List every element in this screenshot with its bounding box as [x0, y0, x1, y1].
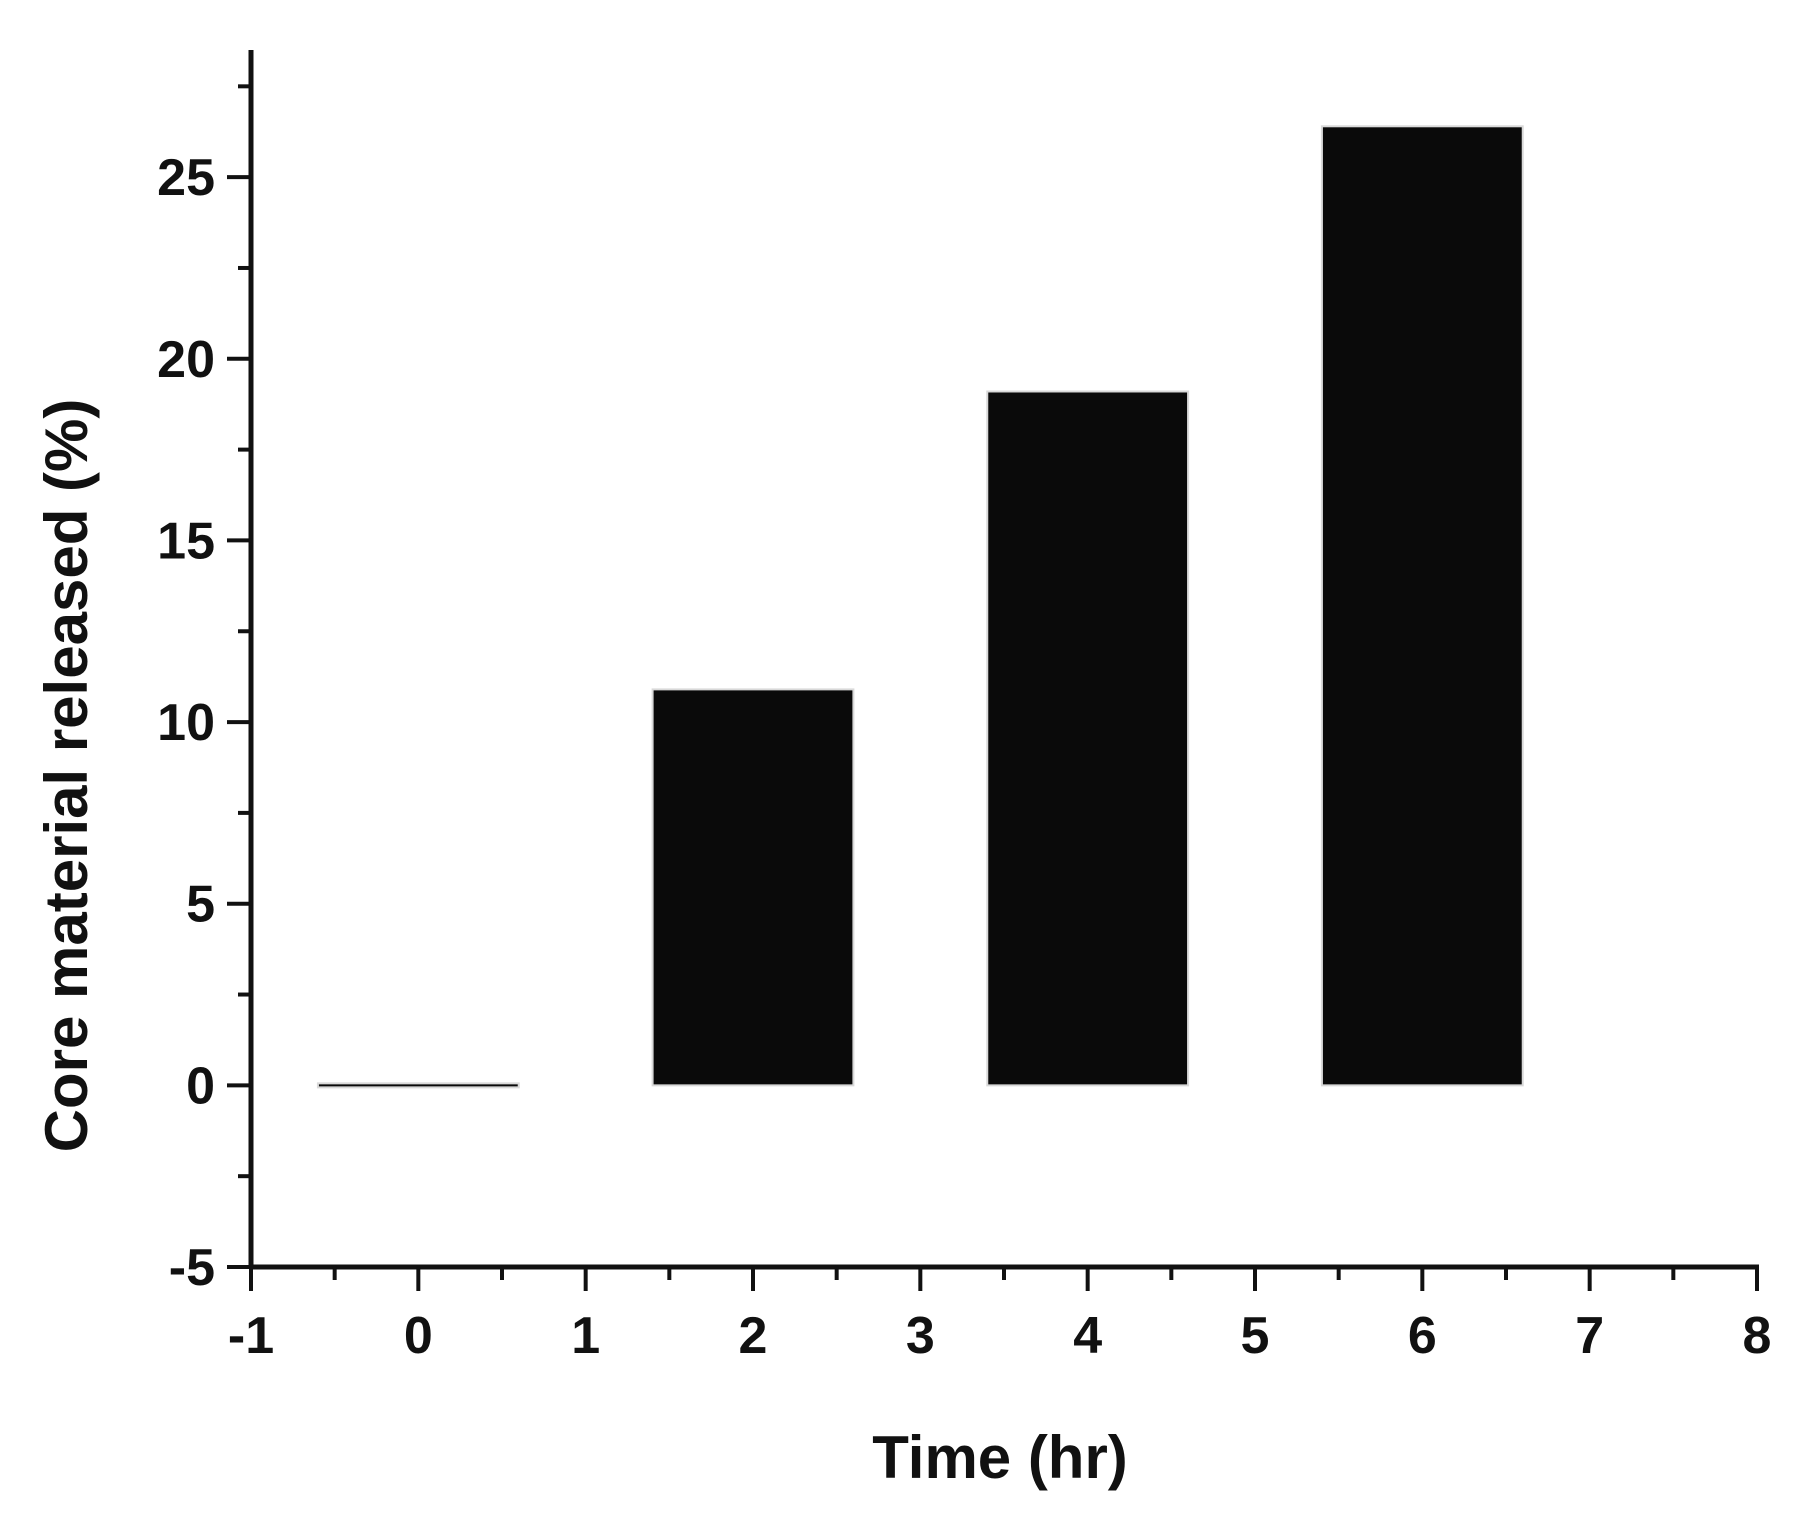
x-tick-label: 7: [1575, 1307, 1604, 1365]
y-tick-label: 25: [157, 149, 215, 207]
bar-6: [1320, 125, 1524, 1087]
x-tick-label: 2: [739, 1307, 768, 1365]
x-tick-label: 6: [1408, 1307, 1437, 1365]
y-axis-title: Core material released (%): [33, 399, 100, 1153]
x-tick-label: 4: [1073, 1307, 1102, 1365]
y-tick-label: 20: [157, 331, 215, 389]
y-tick-label: 0: [186, 1057, 215, 1115]
bars-group: [316, 125, 1524, 1089]
y-tick-label: -5: [169, 1239, 215, 1297]
x-tick-label: 1: [571, 1307, 600, 1365]
bar-2: [651, 688, 855, 1087]
y-tick-label: 15: [157, 512, 215, 570]
ticks-group: [227, 84, 1759, 1291]
bar-4: [986, 390, 1190, 1087]
x-tick-label: 0: [404, 1307, 433, 1365]
y-tick-label: 10: [157, 694, 215, 752]
x-tick-label: 3: [906, 1307, 935, 1365]
tick-labels-group: -5 0 5 10 15 20 25 -1 0 1 2 3 4 5 6 7 8: [157, 149, 1771, 1365]
x-tick-label: -1: [228, 1307, 274, 1365]
x-tick-label: 5: [1241, 1307, 1270, 1365]
y-tick-label: 5: [186, 876, 215, 934]
x-axis-title: Time (hr): [872, 1424, 1128, 1491]
x-tick-label: 8: [1743, 1307, 1772, 1365]
bar-0: [316, 1082, 520, 1089]
